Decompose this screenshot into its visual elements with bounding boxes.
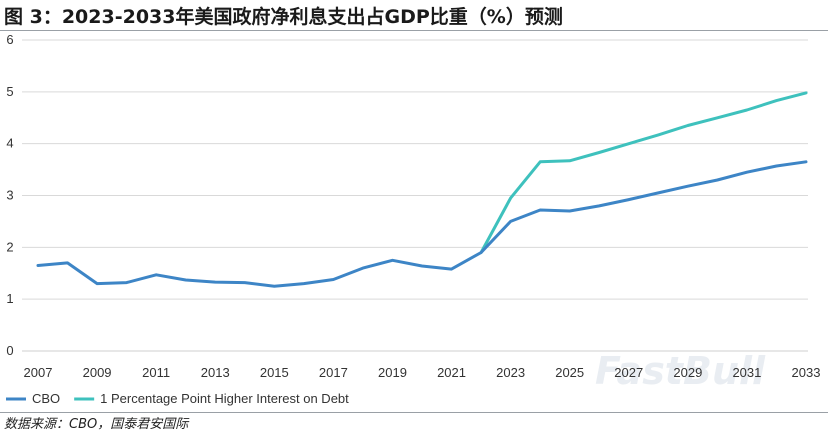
legend-label-0: CBO xyxy=(32,391,60,406)
y-tick-label: 2 xyxy=(6,239,13,254)
series-line-0 xyxy=(36,160,808,288)
x-tick-label: 2027 xyxy=(614,365,643,380)
x-tick-label: 2033 xyxy=(792,365,821,380)
title-divider xyxy=(0,30,828,31)
legend: CBO 1 Percentage Point Higher Interest on… xyxy=(6,391,349,406)
x-tick-label: 2013 xyxy=(201,365,230,380)
source-note: 数据来源：CBO，国泰君安国际 xyxy=(4,417,189,432)
x-tick-label: 2023 xyxy=(496,365,525,380)
series-lines xyxy=(36,91,808,288)
x-tick-label: 2031 xyxy=(732,365,761,380)
x-tick-label: 2025 xyxy=(555,365,584,380)
series-line-1 xyxy=(479,91,808,254)
x-tick-label: 2015 xyxy=(260,365,289,380)
x-tick-label: 2021 xyxy=(437,365,466,380)
x-tick-label: 2007 xyxy=(24,365,53,380)
y-tick-label: 5 xyxy=(6,84,13,99)
grid-lines xyxy=(22,39,808,352)
y-tick-label: 0 xyxy=(6,343,13,358)
x-tick-label: 2011 xyxy=(142,365,170,380)
legend-label-1: 1 Percentage Point Higher Interest on De… xyxy=(100,391,349,406)
chart-title: 图 3：2023-2033年美国政府净利息支出占GDP比重（%）预测 xyxy=(4,6,563,28)
y-tick-label: 6 xyxy=(6,32,13,47)
x-tick-label: 2017 xyxy=(319,365,348,380)
y-tick-label: 4 xyxy=(6,136,13,151)
x-tick-label: 2019 xyxy=(378,365,407,380)
watermark: FastBull xyxy=(595,349,766,393)
x-tick-label: 2009 xyxy=(83,365,112,380)
axis-tick-labels: 0 1 2 3 4 5 6 2007 2009 2011 2013 2015 2017 2019 2021 2… xyxy=(6,32,820,380)
y-tick-label: 1 xyxy=(6,291,13,306)
x-tick-label: 2029 xyxy=(673,365,702,380)
watermark-text: FastBull xyxy=(595,349,766,393)
source-divider xyxy=(0,412,828,413)
y-tick-label: 3 xyxy=(6,188,13,203)
line-chart: FastBull 0 1 2 3 4 5 6 2007 2009 2011 2013 2015 2017… xyxy=(6,32,820,406)
